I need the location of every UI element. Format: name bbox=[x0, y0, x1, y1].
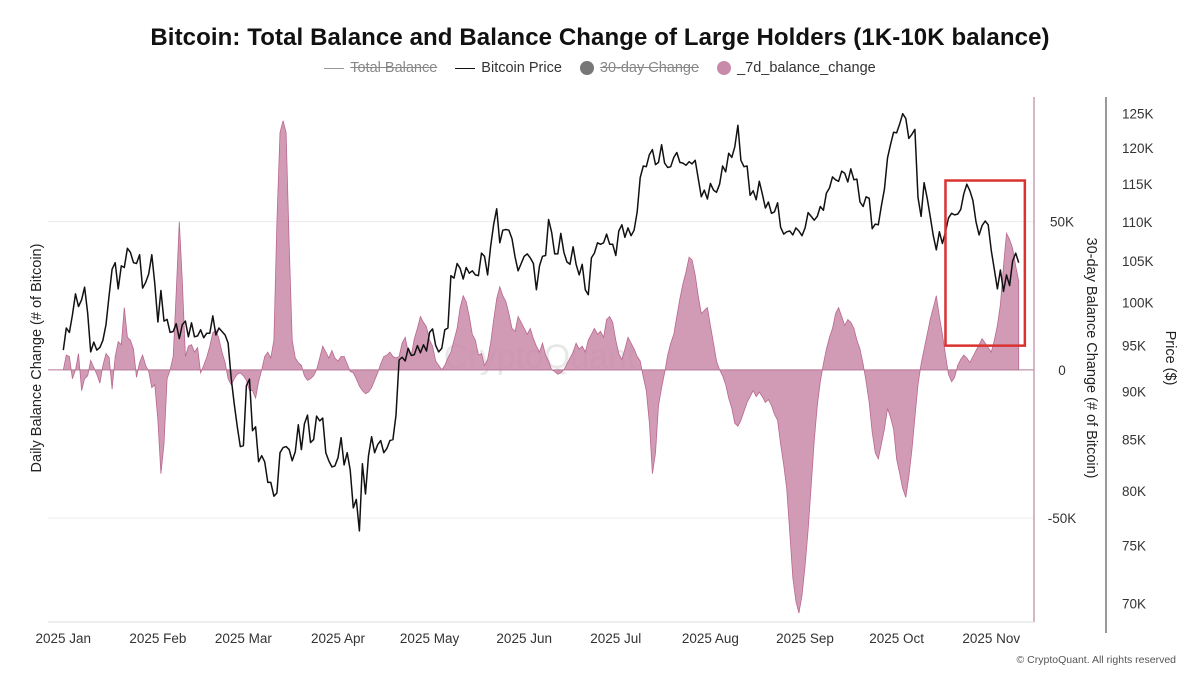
middle-axis-tick-label: 0 bbox=[1058, 363, 1066, 378]
x-tick-label: 2025 May bbox=[400, 631, 460, 646]
x-tick-label: 2025 Jan bbox=[35, 631, 91, 646]
x-tick-label: 2025 Mar bbox=[215, 631, 273, 646]
dot-swatch-icon bbox=[717, 61, 732, 75]
right-axis-title: Price ($) bbox=[1162, 331, 1178, 386]
x-tick-label: 2025 Jul bbox=[590, 631, 641, 646]
dot-swatch-icon bbox=[579, 61, 594, 75]
legend-item-30-day-change[interactable]: 30-day Change bbox=[579, 60, 700, 76]
right-axis-tick-label: 75K bbox=[1122, 538, 1146, 553]
right-axis-tick-label: 95K bbox=[1122, 339, 1146, 354]
left-axis-title: Daily Balance Change (# of Bitcoin) bbox=[29, 244, 45, 473]
middle-axis-tick-label: -50K bbox=[1048, 511, 1077, 526]
right-axis-tick-label: 90K bbox=[1122, 384, 1146, 399]
x-tick-label: 2025 Aug bbox=[682, 631, 739, 646]
right-axis-tick-label: 105K bbox=[1122, 254, 1154, 269]
right-axis-tick-label: 125K bbox=[1122, 107, 1154, 122]
x-tick-label: 2025 Apr bbox=[311, 631, 366, 646]
x-tick-label: 2025 Oct bbox=[869, 631, 924, 646]
series-line-bitcoin-price bbox=[62, 112, 1020, 532]
series-area-7d-balance-change bbox=[62, 120, 1020, 614]
right-axis-tick-label: 70K bbox=[1122, 597, 1146, 612]
legend-item-bitcoin-price[interactable]: Bitcoin Price bbox=[455, 60, 562, 76]
legend-label-bitcoin-price: Bitcoin Price bbox=[481, 60, 562, 76]
right-axis-tick-label: 80K bbox=[1122, 484, 1146, 499]
legend-item-7d-balance-change[interactable]: _7d_balance_change bbox=[717, 60, 876, 76]
legend-label-7d-balance-change: _7d_balance_change bbox=[737, 60, 876, 76]
right-axis-tick-label: 85K bbox=[1122, 433, 1146, 448]
right-axis-tick-label: 115K bbox=[1122, 177, 1153, 192]
chart-title: Bitcoin: Total Balance and Balance Chang… bbox=[150, 24, 1050, 51]
x-tick-label: 2025 Nov bbox=[962, 631, 1020, 646]
middle-axis-tick-label: 50K bbox=[1050, 215, 1074, 230]
legend-label-30-day-change: 30-day Change bbox=[599, 60, 700, 76]
x-tick-label: 2025 Feb bbox=[129, 631, 186, 646]
right-axis-tick-label: 110K bbox=[1122, 215, 1153, 230]
line-swatch-icon bbox=[324, 67, 345, 69]
right-axis-tick-label: 120K bbox=[1122, 141, 1154, 156]
x-tick-label: 2025 Jun bbox=[496, 631, 552, 646]
copyright-notice: © CryptoQuant. All rights reserved bbox=[1016, 654, 1176, 666]
highlight-box bbox=[944, 179, 1027, 347]
x-tick-label: 2025 Sep bbox=[776, 631, 834, 646]
line-swatch-icon bbox=[455, 67, 476, 69]
legend: Total Balance Bitcoin Price 30-day Chang… bbox=[0, 60, 1200, 76]
middle-axis-title: 30-day Balance Change (# of Bitcoin) bbox=[1083, 237, 1099, 478]
legend-item-total-balance[interactable]: Total Balance bbox=[324, 60, 437, 76]
right-axis-tick-label: 100K bbox=[1122, 295, 1154, 310]
legend-label-total-balance: Total Balance bbox=[350, 60, 438, 76]
